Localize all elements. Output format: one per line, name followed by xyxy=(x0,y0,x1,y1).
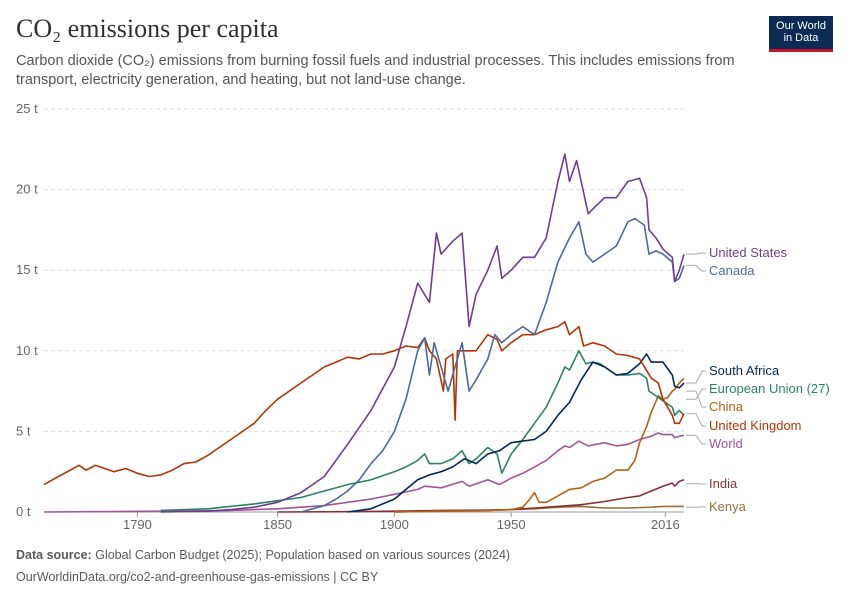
series-label[interactable]: United Kingdom xyxy=(709,418,802,433)
source-text: Global Carbon Budget (2025); Population … xyxy=(95,548,511,562)
series-line-european-union-27-[interactable] xyxy=(160,350,685,512)
label-connector xyxy=(686,252,706,255)
y-tick-label: 15 t xyxy=(16,262,38,277)
y-tick-label: 10 t xyxy=(16,343,38,358)
source-label: Data source: xyxy=(16,548,92,562)
y-tick-label: 0 t xyxy=(16,504,31,519)
chart-subtitle: Carbon dioxide (CO₂) emissions from burn… xyxy=(16,53,735,88)
x-tick-label: 1950 xyxy=(497,517,526,532)
y-tick-label: 20 t xyxy=(16,182,38,197)
x-tick-label: 1790 xyxy=(123,517,152,532)
series-line-united-states[interactable] xyxy=(160,153,685,513)
y-axis: 0 t 5 t 10 t 15 t 20 t 25 t xyxy=(16,101,38,519)
source-note: Data source: Global Carbon Budget (2025)… xyxy=(16,548,510,562)
series-lines xyxy=(43,153,685,513)
logo-line-1: Our World xyxy=(776,20,826,32)
label-connector xyxy=(686,370,706,384)
series-line-india[interactable] xyxy=(277,479,685,513)
x-tick-label: 1900 xyxy=(380,517,409,532)
label-connector xyxy=(686,390,706,408)
logo-line-2: in Data xyxy=(783,32,819,44)
series-labels: United States Canada South Africa European … xyxy=(686,245,830,514)
x-tick-label: 2016 xyxy=(651,517,680,532)
source-url[interactable]: OurWorldinData.org/co2-and-greenhouse-ga… xyxy=(16,570,379,584)
label-connector xyxy=(686,264,706,272)
owid-logo[interactable]: Our World in Data xyxy=(769,16,833,52)
series-line-south-africa[interactable] xyxy=(347,353,685,513)
gridlines xyxy=(44,108,684,432)
label-connector xyxy=(686,388,706,400)
series-line-canada[interactable] xyxy=(300,217,685,513)
series-line-united-kingdom[interactable] xyxy=(43,321,685,486)
chart-title: CO₂ emissions per capita xyxy=(16,14,279,43)
x-tick-label: 1850 xyxy=(263,517,292,532)
series-label[interactable]: European Union (27) xyxy=(709,381,830,396)
label-connector xyxy=(686,434,706,445)
series-line-world[interactable] xyxy=(43,432,685,513)
series-label[interactable]: India xyxy=(709,476,738,491)
label-connector xyxy=(686,413,706,427)
y-tick-label: 5 t xyxy=(16,423,31,438)
series-label[interactable]: United States xyxy=(709,245,788,260)
series-label[interactable]: Canada xyxy=(709,263,755,278)
series-label[interactable]: China xyxy=(709,399,744,414)
series-label[interactable]: World xyxy=(709,436,743,451)
series-label[interactable]: South Africa xyxy=(709,363,780,378)
x-axis: 1790 1850 1900 1950 2016 xyxy=(44,511,684,532)
y-tick-label: 25 t xyxy=(16,101,38,116)
series-label[interactable]: Kenya xyxy=(709,499,747,514)
series-line-china[interactable] xyxy=(394,377,685,513)
